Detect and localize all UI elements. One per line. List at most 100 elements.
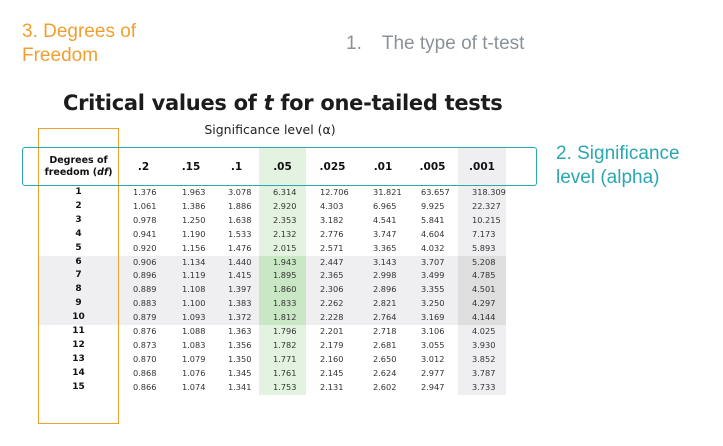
critical-value-cell: 4.785 — [458, 269, 506, 284]
df-header-line2-italic: df — [97, 166, 109, 178]
table-row: 1 1.376 1.963 3.078 6.314 12.706 31.821 63.657 3… — [38, 185, 506, 200]
critical-value-cell: 5.208 — [458, 255, 506, 270]
critical-value-cell: 0.873 — [133, 339, 157, 350]
critical-value-cell: 1.638 — [228, 214, 252, 225]
df-cell: 3 — [75, 214, 82, 225]
critical-value-cell: 2.718 — [373, 326, 397, 337]
alpha-column-header: .1 — [214, 148, 259, 186]
critical-value-cell: 2.821 — [359, 297, 407, 312]
critical-value-cell: 1.376 — [133, 187, 157, 197]
table-row: 11 0.876 1.088 1.363 1.796 2.201 2.718 3.106 4.0… — [38, 325, 506, 339]
critical-value-cell: 0.866 — [133, 381, 157, 392]
critical-value-cell: 2.160 — [320, 353, 344, 364]
critical-value-cell: 1.156 — [182, 242, 206, 253]
table-row: 9 0.883 1.100 1.383 1.833 2.262 2.821 3.250 4.29… — [38, 297, 506, 312]
critical-value-cell: 2.624 — [373, 367, 397, 378]
critical-value-cell: 1.895 — [259, 269, 306, 284]
critical-value-cell: 3.143 — [359, 255, 407, 270]
critical-value-cell: 0.870 — [133, 353, 157, 364]
page-title: Critical values of t for one-tailed test… — [63, 91, 503, 115]
df-cell: 10 — [38, 311, 119, 326]
critical-value-cell: 3.250 — [407, 297, 458, 312]
critical-value-cell: 2.306 — [306, 283, 359, 298]
significance-level-label: Significance level (α) — [204, 122, 336, 137]
critical-value-cell: 1.088 — [182, 326, 206, 337]
critical-value-cell: 1.356 — [228, 339, 252, 350]
critical-value-cell: 1.833 — [259, 297, 306, 312]
critical-value-cell: 2.262 — [306, 297, 359, 312]
table-body: 1 1.376 1.963 3.078 6.314 12.706 31.821 63.657 3… — [38, 185, 506, 395]
critical-value-cell: 1.345 — [228, 367, 252, 378]
df-cell: 6 — [38, 255, 119, 270]
critical-value-cell: 6.314 — [259, 185, 306, 200]
critical-value-cell: 3.055 — [421, 339, 445, 350]
critical-value-cell: 2.977 — [421, 367, 445, 378]
critical-value-cell: 2.764 — [359, 311, 407, 326]
critical-value-cell: 31.821 — [373, 187, 402, 197]
df-header-line2-post: ) — [108, 166, 113, 178]
critical-value-cell: 4.501 — [458, 283, 506, 298]
critical-value-cell: 0.906 — [119, 255, 168, 270]
critical-value-cell: 12.706 — [320, 187, 349, 197]
critical-value-cell: 4.025 — [458, 325, 506, 339]
df-header-line1: Degrees of — [49, 154, 108, 166]
critical-value-cell: 3.169 — [407, 311, 458, 326]
critical-value-cell: 1.341 — [228, 381, 252, 392]
critical-value-cell: 1.386 — [182, 200, 206, 211]
critical-value-cell: 3.499 — [407, 269, 458, 284]
table-row: 10 0.879 1.093 1.372 1.812 2.228 2.764 3.169 4.1… — [38, 311, 506, 326]
title-after: for one-tailed tests — [273, 91, 503, 115]
df-cell: 1 — [75, 187, 82, 197]
critical-value-cell: 3.078 — [228, 187, 252, 197]
critical-value-cell: 1.250 — [182, 214, 206, 225]
critical-value-cell: 4.297 — [458, 297, 506, 312]
alpha-column-header: .15 — [168, 148, 214, 186]
critical-value-cell: 1.363 — [228, 326, 252, 337]
alpha-column-header: .001 — [458, 148, 506, 186]
table-row: 15 0.866 1.074 1.341 1.753 2.131 2.602 2.947 3.7… — [38, 380, 506, 395]
table-header-row: Degrees of freedom (df) .2.15.1.05.025.0… — [38, 148, 506, 186]
critical-value-cell: 10.215 — [458, 213, 506, 228]
df-cell: 9 — [38, 297, 119, 312]
critical-value-cell: 2.447 — [306, 255, 359, 270]
critical-value-cell: 1.372 — [214, 311, 259, 326]
critical-value-cell: 1.350 — [228, 353, 252, 364]
critical-value-cell: 1.397 — [214, 283, 259, 298]
critical-value-cell: 0.941 — [133, 228, 157, 239]
critical-value-cell: 5.893 — [458, 241, 506, 256]
critical-value-cell: 1.076 — [182, 367, 206, 378]
critical-value-cell: 0.876 — [133, 326, 157, 337]
alpha-column-header: .05 — [259, 148, 306, 186]
critical-value-cell: 4.604 — [421, 228, 445, 239]
df-cell: 5 — [75, 242, 82, 253]
critical-value-cell: 6.965 — [373, 200, 397, 211]
critical-value-cell: 0.920 — [133, 242, 157, 253]
df-cell: 12 — [72, 339, 85, 350]
critical-value-cell: 4.541 — [373, 214, 397, 225]
critical-value-cell: 1.074 — [182, 381, 206, 392]
critical-value-cell: 3.733 — [458, 380, 506, 395]
annotation-test-type: 1. The type of t-test — [346, 33, 524, 55]
critical-value-cell: 22.327 — [458, 199, 506, 214]
critical-value-cell: 1.190 — [182, 228, 206, 239]
critical-value-cell: 2.365 — [306, 269, 359, 284]
critical-value-cell: 2.920 — [259, 199, 306, 214]
table-row: 12 0.873 1.083 1.356 1.782 2.179 2.681 3.055 3.9… — [38, 338, 506, 353]
critical-value-cell: 1.812 — [259, 311, 306, 326]
critical-value-cell: 2.201 — [320, 326, 344, 337]
critical-value-cell: 0.896 — [119, 269, 168, 284]
critical-value-cell: 1.079 — [182, 353, 206, 364]
critical-value-cell: 2.131 — [320, 381, 344, 392]
df-cell: 13 — [72, 353, 85, 364]
critical-value-cell: 0.868 — [133, 367, 157, 378]
critical-value-cell: 3.707 — [407, 255, 458, 270]
critical-value-cell: 3.930 — [458, 338, 506, 353]
title-before: Critical values of — [63, 91, 264, 115]
critical-value-cell: 1.108 — [168, 283, 214, 298]
critical-value-cell: 1.782 — [259, 338, 306, 353]
critical-value-cell: 0.978 — [133, 214, 157, 225]
critical-value-cell: 2.681 — [373, 339, 397, 350]
critical-value-cell: 1.963 — [182, 187, 206, 197]
annotation-test-type-number: 1. — [346, 33, 362, 54]
table-row: 14 0.868 1.076 1.345 1.761 2.145 2.624 2.977 3.7… — [38, 366, 506, 381]
